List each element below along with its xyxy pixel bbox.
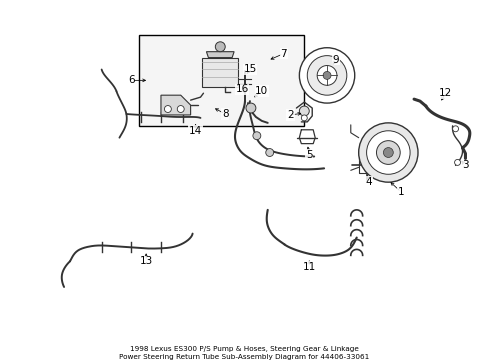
Circle shape [452, 126, 458, 132]
Text: 7: 7 [280, 49, 286, 59]
Circle shape [454, 159, 460, 165]
Text: 6: 6 [128, 75, 134, 85]
Text: 1998 Lexus ES300 P/S Pump & Hoses, Steering Gear & Linkage
Power Steering Return: 1998 Lexus ES300 P/S Pump & Hoses, Steer… [119, 346, 369, 360]
Text: 14: 14 [188, 126, 202, 136]
Text: 10: 10 [255, 86, 268, 96]
Circle shape [366, 131, 409, 174]
Text: 13: 13 [139, 256, 152, 266]
Circle shape [376, 141, 399, 165]
Polygon shape [206, 52, 234, 58]
Circle shape [299, 106, 308, 116]
Circle shape [306, 56, 346, 95]
Text: 4: 4 [365, 177, 371, 187]
Text: 11: 11 [302, 262, 315, 272]
Polygon shape [161, 95, 190, 115]
Circle shape [215, 42, 225, 52]
Text: 3: 3 [461, 160, 468, 170]
Circle shape [358, 123, 417, 182]
Circle shape [383, 148, 392, 157]
Circle shape [245, 103, 255, 113]
Text: 8: 8 [222, 109, 228, 119]
Text: 1: 1 [397, 187, 404, 197]
Text: 9: 9 [332, 55, 339, 64]
Text: 5: 5 [305, 149, 312, 159]
Circle shape [177, 105, 184, 112]
Bar [139, 35, 304, 126]
Circle shape [164, 105, 171, 112]
Text: 16: 16 [235, 84, 248, 94]
Text: 15: 15 [243, 64, 256, 75]
Circle shape [301, 115, 306, 121]
Polygon shape [202, 58, 238, 87]
Circle shape [317, 66, 336, 85]
Circle shape [265, 149, 273, 157]
Text: 2: 2 [286, 110, 293, 120]
Circle shape [323, 71, 330, 79]
Text: 12: 12 [438, 88, 451, 98]
Circle shape [299, 48, 354, 103]
Circle shape [252, 132, 260, 140]
